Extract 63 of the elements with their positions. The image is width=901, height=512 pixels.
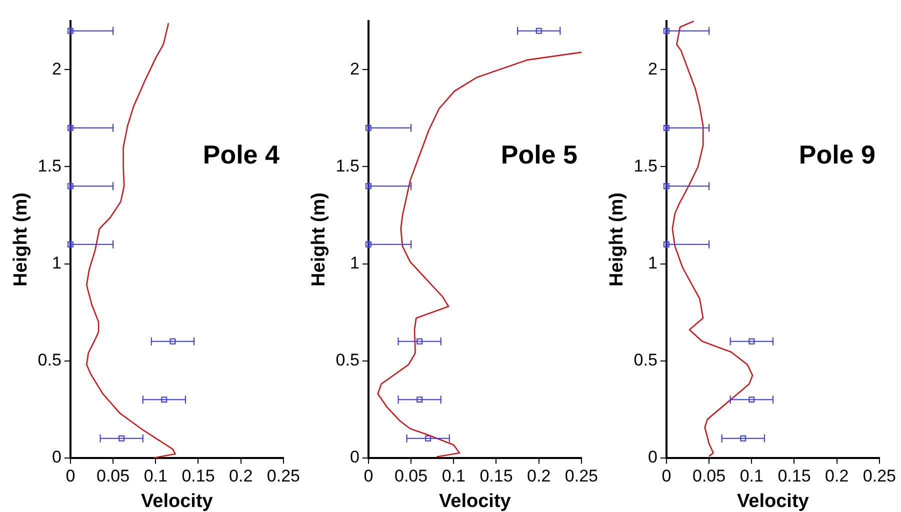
y-tick-label: 0 — [648, 447, 658, 466]
y-tick-label: 0 — [350, 447, 360, 466]
point — [67, 28, 74, 34]
x-tick-label: 0.2 — [229, 466, 253, 486]
y-tick-label: 1 — [648, 253, 658, 272]
x-tick-label: 0.2 — [825, 466, 849, 486]
point — [161, 396, 168, 403]
x-tick-label: 0.25 — [862, 466, 896, 486]
point — [170, 338, 176, 344]
y-tick-label: 1 — [350, 253, 360, 272]
y-axis-title: Height (m) — [308, 192, 330, 286]
point — [663, 241, 670, 248]
point — [365, 241, 372, 248]
x-tick-label: 0.2 — [527, 466, 551, 486]
point — [365, 183, 372, 190]
x-tick-label: 0.25 — [266, 466, 300, 486]
x-tick-label: 0.1 — [144, 466, 168, 486]
y-tick-label: 1.5 — [634, 156, 658, 176]
y-tick-label: 2 — [350, 59, 360, 78]
x-tick-label: 0.25 — [564, 466, 598, 486]
x-axis-title: Velocity — [737, 490, 810, 512]
point — [416, 396, 423, 403]
x-tick-label: 0.05 — [96, 466, 130, 486]
x-tick-label: 0 — [364, 466, 374, 486]
y-tick-label: 1 — [52, 253, 62, 272]
point — [740, 435, 746, 442]
y-tick-label: 1.5 — [336, 156, 360, 176]
y-axis-title: Height (m) — [606, 192, 628, 286]
point — [663, 28, 670, 34]
x-tick-label: 0 — [662, 466, 672, 486]
x-tick-label: 0.15 — [778, 466, 811, 486]
point — [416, 338, 423, 344]
point — [67, 183, 74, 190]
y-tick-label: 0 — [52, 447, 62, 466]
y-tick-label: 2 — [648, 59, 658, 78]
point — [663, 124, 670, 131]
x-tick-label: 0.1 — [442, 466, 466, 486]
x-axis-title: Velocity — [439, 490, 512, 512]
text: Pole 4 — [202, 140, 280, 170]
y-tick-label: 0.5 — [336, 350, 360, 370]
x-axis-title: Velocity — [141, 490, 214, 512]
x-tick-label: 0.15 — [480, 466, 513, 486]
y-tick-label: 0.5 — [634, 350, 658, 370]
x-tick-label: 0 — [66, 466, 76, 486]
point — [748, 396, 755, 403]
x-tick-label: 0.05 — [692, 466, 726, 486]
point — [365, 124, 372, 131]
y-axis-title: Height (m) — [10, 192, 32, 286]
x-tick-label: 0.05 — [394, 466, 428, 486]
point — [67, 124, 74, 131]
point — [118, 435, 125, 442]
x-tick-label: 0.1 — [740, 466, 764, 486]
point — [748, 338, 755, 344]
text: Pole 9 — [798, 140, 876, 170]
point — [425, 435, 432, 442]
y-tick-label: 0.5 — [38, 350, 62, 370]
x-tick-label: 0.15 — [182, 466, 215, 486]
y-tick-label: 2 — [52, 59, 62, 78]
point — [67, 241, 74, 248]
point — [663, 183, 670, 190]
text: Pole 5 — [500, 140, 578, 170]
point — [536, 28, 542, 34]
y-tick-label: 1.5 — [38, 156, 62, 176]
